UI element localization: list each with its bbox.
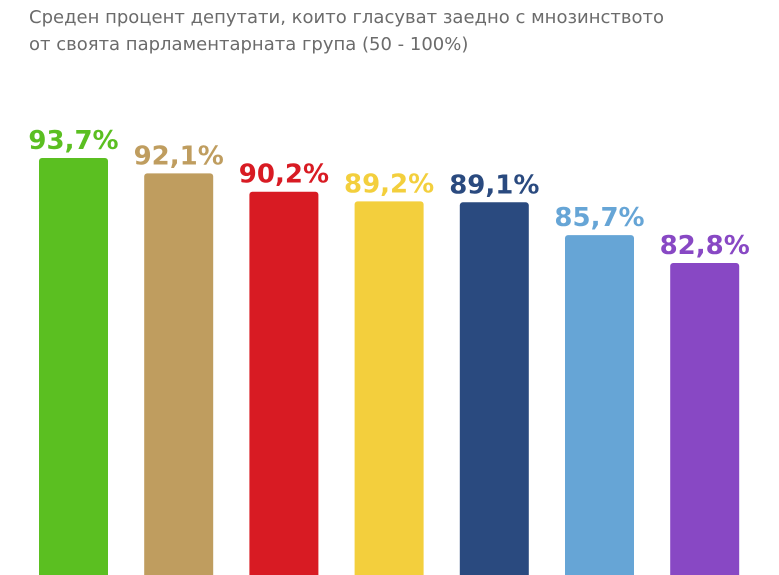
bar-value-label-2: 92,1% <box>134 141 224 171</box>
bar-value-label-7: 82,8% <box>660 231 750 261</box>
bar-4 <box>354 201 424 575</box>
bar-value-label-1: 93,7% <box>28 126 118 156</box>
subtitle-line-1: Среден процент депутати, които гласуват … <box>29 7 665 28</box>
bar-value-label-3: 90,2% <box>239 160 329 190</box>
subtitle-line-2: от своята парламентарната група (50 - 10… <box>29 34 469 55</box>
bar-value-label-5: 89,1% <box>449 170 539 200</box>
bar-2 <box>144 173 214 575</box>
bar-5 <box>459 202 529 575</box>
bar-6 <box>565 235 634 575</box>
bar-7 <box>670 263 740 575</box>
chart-subtitle: Среден процент депутати, които гласуват … <box>29 4 749 58</box>
bar-value-label-6: 85,7% <box>554 203 644 233</box>
bar-3 <box>249 191 319 575</box>
bar-value-label-4: 89,2% <box>344 169 434 199</box>
bar-1 <box>39 158 108 575</box>
